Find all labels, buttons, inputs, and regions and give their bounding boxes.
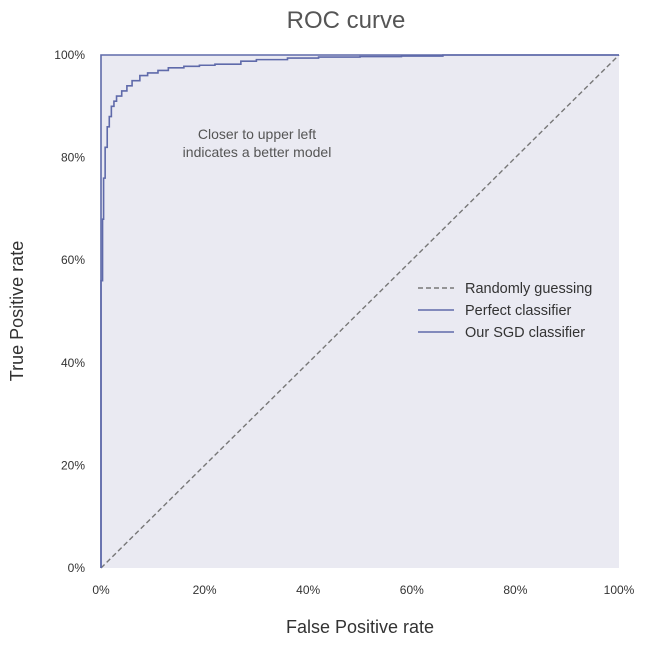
legend-label-0: Randomly guessing bbox=[465, 281, 592, 297]
x-tick-label: 40% bbox=[296, 583, 320, 597]
x-tick-label: 60% bbox=[400, 583, 424, 597]
series-line-2 bbox=[100, 54, 619, 568]
x-axis-label: False Positive rate bbox=[286, 617, 434, 637]
y-tick-label: 100% bbox=[54, 48, 85, 62]
tick-layer: 0% 20% 40% 60% 80% 100% 0% 20% 40% 60% 80% 100% bbox=[54, 48, 634, 597]
chart-title: ROC curve bbox=[287, 7, 406, 34]
x-tick-label: 0% bbox=[92, 583, 110, 597]
legend-label-1: Perfect classifier bbox=[465, 303, 572, 319]
legend-label-2: Our SGD classifier bbox=[465, 325, 585, 341]
y-tick-label: 60% bbox=[61, 253, 85, 267]
x-tick-label: 80% bbox=[503, 583, 527, 597]
y-tick-label: 20% bbox=[61, 458, 85, 472]
series-layer bbox=[100, 54, 620, 569]
annotation-line-2: indicates a better model bbox=[183, 144, 332, 160]
y-tick-label: 80% bbox=[61, 151, 85, 165]
y-tick-label: 0% bbox=[68, 561, 86, 575]
x-tick-label: 100% bbox=[604, 583, 635, 597]
y-axis-label: True Positive rate bbox=[7, 241, 27, 381]
series-line-0 bbox=[100, 54, 620, 569]
legend: Randomly guessing Perfect classifier Our S… bbox=[418, 281, 592, 341]
annotation-line-1: Closer to upper left bbox=[198, 126, 316, 142]
x-tick-label: 20% bbox=[193, 583, 217, 597]
y-tick-label: 40% bbox=[61, 356, 85, 370]
